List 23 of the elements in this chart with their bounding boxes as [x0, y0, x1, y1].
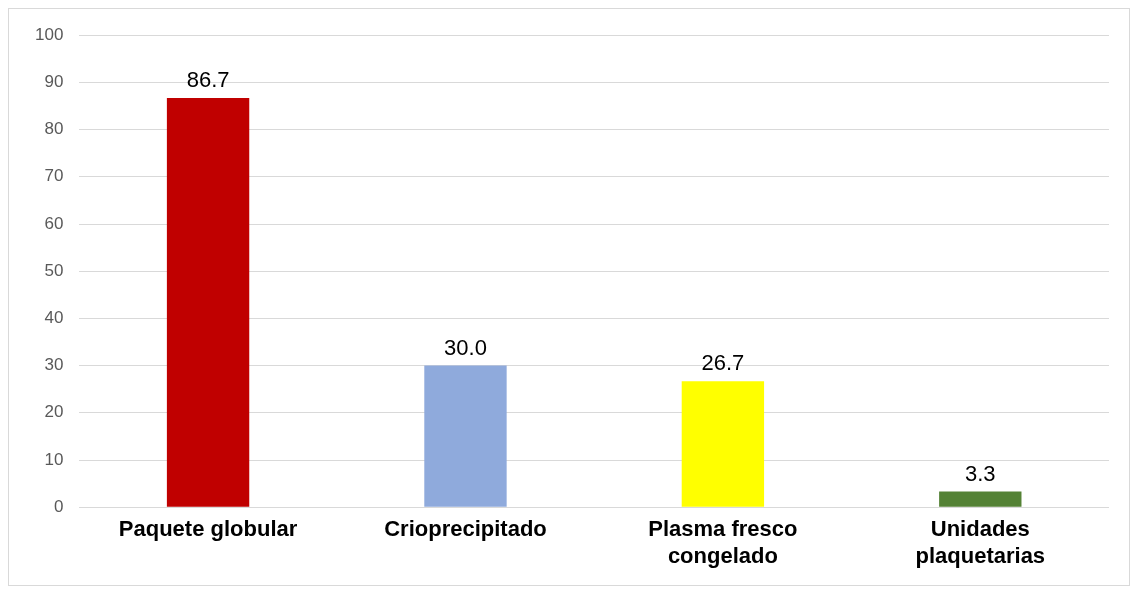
- y-tick-label: 10: [44, 449, 64, 469]
- y-tick-label: 70: [44, 166, 64, 186]
- y-tick-label: 50: [44, 260, 64, 280]
- bar: [939, 491, 1022, 507]
- data-label: 30.0: [444, 334, 487, 360]
- bar: [424, 365, 507, 507]
- y-tick-label: 20: [44, 402, 64, 422]
- x-tick-label: Plasma fresco congelado: [648, 516, 798, 568]
- data-label: 26.7: [701, 350, 745, 376]
- x-tick-label: Unidades plaquetarias: [915, 516, 1046, 568]
- data-label: 3.3: [965, 460, 996, 486]
- x-tick-label: Paquete globular: [118, 516, 298, 542]
- y-tick-label: 60: [44, 213, 64, 233]
- y-tick-label: 90: [44, 72, 64, 92]
- bar: [166, 97, 250, 507]
- y-tick-label: 80: [44, 119, 64, 139]
- bar: [681, 381, 765, 507]
- data-label: 86.7: [186, 67, 230, 93]
- y-tick-label: 40: [44, 308, 64, 328]
- y-tick-label: 30: [44, 355, 64, 375]
- x-tick-label: Crioprecipitado: [384, 516, 547, 542]
- y-tick-label: 100: [34, 24, 64, 44]
- y-tick-label: 0: [53, 496, 64, 516]
